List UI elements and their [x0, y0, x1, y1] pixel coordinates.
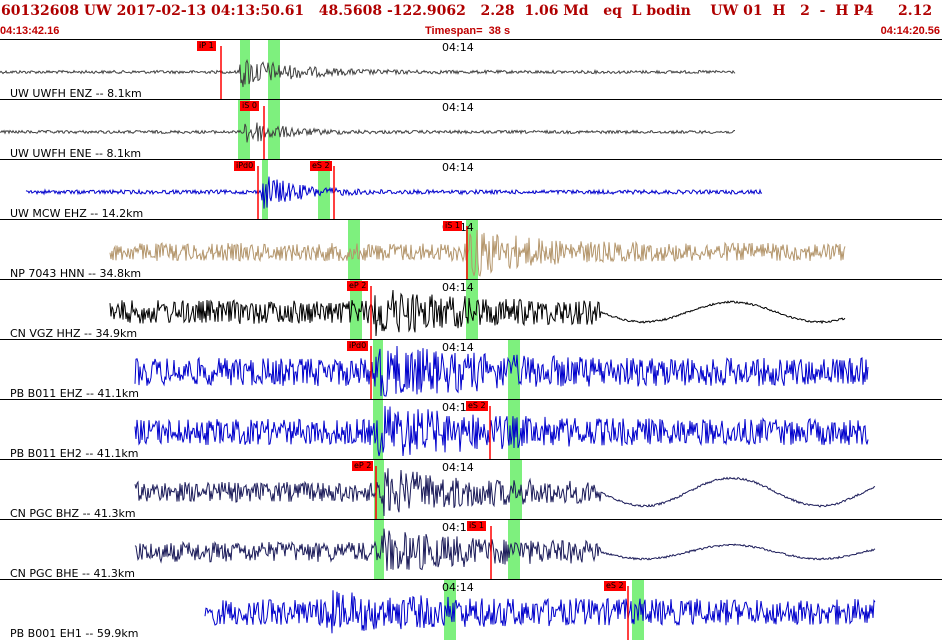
- phase-pick-flag[interactable]: eP 2: [347, 281, 369, 291]
- channel-label: NP 7043 HNN -- 34.8km: [10, 267, 142, 280]
- seismogram-pane-b011-eh2[interactable]: 04:14 PB B011 EH2 -- 41.1km eS 2: [0, 399, 942, 460]
- pick-window: [374, 520, 384, 580]
- seismogram-pane-pgc-bhz[interactable]: 04:14 CN PGC BHZ -- 41.3km eP 2: [0, 459, 942, 520]
- waveform-trace: [109, 289, 846, 337]
- event-summary-line: 60132608 UW 2017-02-13 04:13:50.61 48.56…: [1, 3, 942, 19]
- channel-label: UW UWFH ENE -- 8.1km: [10, 147, 142, 160]
- phase-pick-flag[interactable]: iPd0: [347, 341, 369, 351]
- waveform-plot: [0, 40, 736, 100]
- waveform-trace: [109, 229, 846, 277]
- phase-pick-flag[interactable]: iS 1: [443, 221, 462, 231]
- pick-window: [240, 40, 250, 100]
- channel-label: CN PGC BHZ -- 41.3km: [10, 507, 136, 520]
- phase-pick-flag[interactable]: iS 0: [240, 101, 259, 111]
- phase-pick-flag[interactable]: iP 1: [197, 41, 216, 51]
- seismogram-pane-pgc-bhe[interactable]: 04:14 CN PGC BHE -- 41.3km iS 1: [0, 519, 942, 580]
- time-tick-label: 04:14: [442, 401, 474, 414]
- time-tick-label: 04:14: [442, 41, 474, 54]
- seismogram-pane-7043-hnn[interactable]: 04:14 NP 7043 HNN -- 34.8km iS 1: [0, 219, 942, 280]
- waveform-trace: [134, 405, 869, 457]
- waveform-trace: [25, 176, 763, 209]
- start-time: 04:13:42.16: [0, 25, 60, 37]
- seismogram-pane-vgz-hhz[interactable]: 04:14 CN VGZ HHZ -- 34.9km eP 2: [0, 279, 942, 340]
- waveform-trace: [134, 528, 876, 571]
- pick-window: [466, 280, 478, 340]
- time-tick-label: 04:14: [442, 461, 474, 474]
- time-tick-label: 04:14: [442, 101, 474, 114]
- channel-label: PB B011 EHZ -- 41.1km: [10, 387, 139, 400]
- waveform-trace: [134, 468, 876, 517]
- time-tick-label: 04:14: [442, 581, 474, 594]
- pick-window: [632, 580, 644, 640]
- timespan-readout: Timespan= 38 s: [425, 25, 511, 37]
- time-tick-label: 04:14: [442, 341, 474, 354]
- time-tick-label: 04:14: [442, 281, 474, 294]
- time-tick-label: 04:14: [442, 161, 474, 174]
- pick-window: [508, 400, 520, 460]
- seismogram-pane-b011-ehz[interactable]: 04:14 PB B011 EHZ -- 41.1km iPd0: [0, 339, 942, 400]
- waveform-plot: [134, 340, 869, 400]
- channel-label: UW UWFH ENZ -- 8.1km: [10, 87, 142, 100]
- waveform-plot: [134, 460, 876, 520]
- pick-window: [373, 400, 383, 460]
- time-tick-label: 04:14: [442, 521, 474, 534]
- phase-pick-flag[interactable]: iPd0: [234, 161, 256, 171]
- waveform-plot: [134, 520, 876, 580]
- seismogram-pane-mcw-ehz[interactable]: 04:14 UW MCW EHZ -- 14.2km iPd0 eS 2: [0, 159, 942, 220]
- waveform-plot: [0, 100, 736, 160]
- channel-label: UW MCW EHZ -- 14.2km: [10, 207, 144, 220]
- pick-window: [510, 460, 522, 520]
- waveform-trace: [0, 58, 736, 88]
- pick-window: [268, 100, 280, 160]
- waveform-plot: [204, 580, 876, 640]
- phase-pick-flag[interactable]: eS 2: [466, 401, 488, 411]
- waveform-trace: [204, 590, 876, 634]
- channel-label: CN VGZ HHZ -- 34.9km: [10, 327, 138, 340]
- phase-pick-flag[interactable]: eP 2: [352, 461, 374, 471]
- channel-label: PB B011 EH2 -- 41.1km: [10, 447, 139, 460]
- waveform-plot: [25, 160, 763, 220]
- seismogram-pane-b001-eh1[interactable]: 04:14 PB B001 EH1 -- 59.9km eS 2: [0, 579, 942, 640]
- waveform-plot: [109, 280, 846, 340]
- waveform-plot: [134, 400, 869, 460]
- phase-pick-flag[interactable]: eS 2: [604, 581, 626, 591]
- seismogram-pane-uwfh-enz[interactable]: 04:14 UW UWFH ENZ -- 8.1km iP 1: [0, 39, 942, 100]
- waveform-trace: [134, 345, 869, 397]
- phase-pick-flag[interactable]: iS 1: [467, 521, 486, 531]
- seismogram-pane-uwfh-ene[interactable]: 04:14 UW UWFH ENE -- 8.1km iS 0: [0, 99, 942, 160]
- waveform-plot: [109, 220, 846, 280]
- end-time: 04:14:20.56: [880, 25, 940, 37]
- channel-label: CN PGC BHE -- 41.3km: [10, 567, 136, 580]
- phase-pick-flag[interactable]: eS 2: [310, 161, 332, 171]
- waveform-trace: [0, 122, 736, 143]
- channel-label: PB B001 EH1 -- 59.9km: [10, 627, 139, 640]
